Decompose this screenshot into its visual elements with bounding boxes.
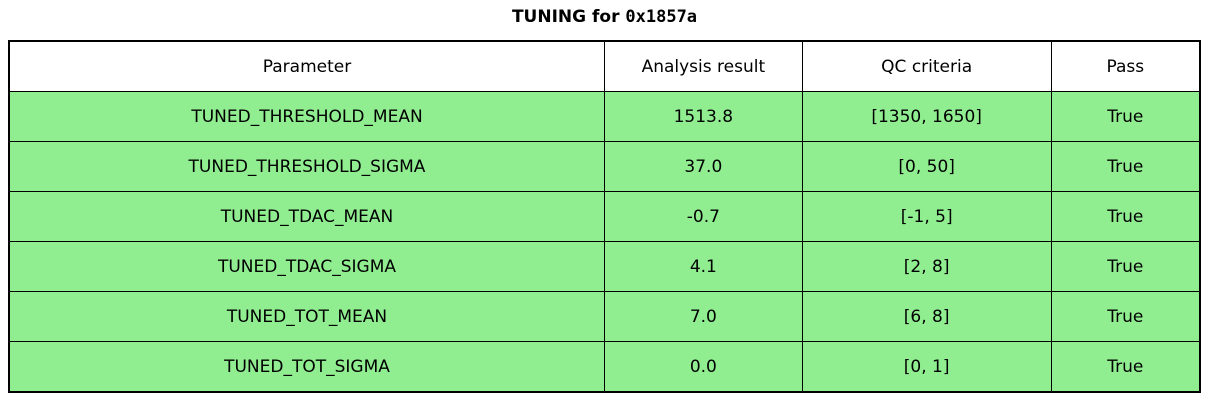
analysis-result-cell: 7.0 <box>604 291 803 342</box>
pass-cell: True <box>1050 241 1201 292</box>
parameter-cell: TUNED_TDAC_MEAN <box>8 191 605 242</box>
parameter-cell: TUNED_THRESHOLD_SIGMA <box>8 141 605 192</box>
table-row: TUNED_TOT_SIGMA 0.0 [0, 1] True <box>8 341 1201 393</box>
pass-cell: True <box>1050 341 1201 393</box>
table-row: TUNED_TOT_MEAN 7.0 [6, 8] True <box>8 291 1201 342</box>
qc-criteria-cell: [2, 8] <box>801 241 1052 292</box>
table-row: TUNED_THRESHOLD_SIGMA 37.0 [0, 50] True <box>8 141 1201 192</box>
parameter-cell: TUNED_THRESHOLD_MEAN <box>8 91 605 142</box>
header-row: Parameter Analysis result QC criteria Pa… <box>8 40 1201 92</box>
qc-criteria-cell: [-1, 5] <box>801 191 1052 242</box>
table-row: TUNED_TDAC_SIGMA 4.1 [2, 8] True <box>8 241 1201 292</box>
qc-criteria-cell: [6, 8] <box>801 291 1052 342</box>
qc-criteria-cell: [0, 1] <box>801 341 1052 393</box>
column-header-analysis-result: Analysis result <box>604 40 803 92</box>
parameter-cell: TUNED_TDAC_SIGMA <box>8 241 605 292</box>
column-header-qc-criteria: QC criteria <box>801 40 1052 92</box>
analysis-result-cell: -0.7 <box>604 191 803 242</box>
chip-id: 0x1857a <box>625 7 698 27</box>
analysis-result-cell: 37.0 <box>604 141 803 192</box>
page-title: TUNING for 0x1857a <box>8 7 1201 27</box>
column-header-pass: Pass <box>1050 40 1201 92</box>
title-prefix: TUNING for <box>511 7 626 27</box>
qc-criteria-cell: [0, 50] <box>801 141 1052 192</box>
qc-criteria-cell: [1350, 1650] <box>801 91 1052 142</box>
table-row: TUNED_THRESHOLD_MEAN 1513.8 [1350, 1650]… <box>8 91 1201 142</box>
table-row: TUNED_TDAC_MEAN -0.7 [-1, 5] True <box>8 191 1201 242</box>
analysis-result-cell: 0.0 <box>604 341 803 393</box>
parameter-cell: TUNED_TOT_MEAN <box>8 291 605 342</box>
pass-cell: True <box>1050 191 1201 242</box>
column-header-parameter: Parameter <box>8 40 605 92</box>
analysis-result-cell: 4.1 <box>604 241 803 292</box>
pass-cell: True <box>1050 91 1201 142</box>
analysis-result-cell: 1513.8 <box>604 91 803 142</box>
pass-cell: True <box>1050 291 1201 342</box>
parameter-cell: TUNED_TOT_SIGMA <box>8 341 605 393</box>
qc-results-table: Parameter Analysis result QC criteria Pa… <box>8 40 1201 393</box>
pass-cell: True <box>1050 141 1201 192</box>
